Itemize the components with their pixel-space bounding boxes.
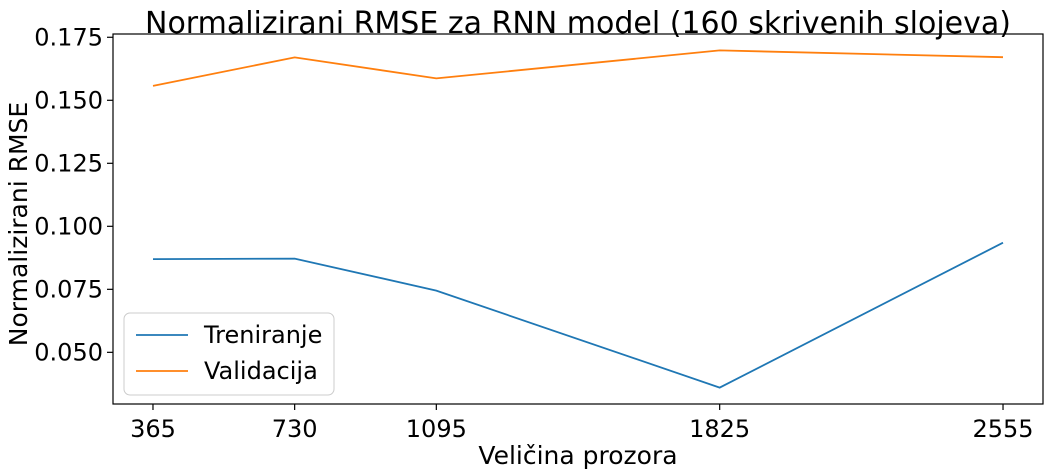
- y-tick-label: 0.100: [34, 212, 103, 240]
- y-tick-label: 0.175: [34, 23, 103, 51]
- y-tick-label: 0.125: [34, 149, 103, 177]
- series-line-treniranje: [152, 241, 1004, 389]
- x-tick-label: 1825: [689, 415, 750, 443]
- y-tick-label: 0.075: [34, 275, 103, 303]
- x-axis-label: Veličina prozora: [478, 441, 677, 470]
- legend-label-validacija: Validacija: [204, 357, 318, 385]
- legend: Treniranje Validacija: [123, 312, 335, 396]
- y-axis: 0.050 0.075 0.100 0.125 0.150 0.175: [34, 23, 113, 366]
- legend-box: [123, 312, 335, 396]
- x-tick-label: 1095: [406, 415, 467, 443]
- x-tick-label: 730: [272, 415, 318, 443]
- series-lines: [152, 49, 1004, 389]
- chart-title: Normalizirani RMSE za RNN model (160 skr…: [145, 6, 1011, 41]
- x-tick-label: 2555: [972, 415, 1033, 443]
- legend-label-treniranje: Treniranje: [203, 321, 322, 349]
- y-axis-label: Normalizirani RMSE: [4, 102, 33, 346]
- x-axis: 365 730 1095 1825 2555: [130, 404, 1034, 443]
- plot-area: 365 730 1095 1825 2555 0.0500.0750.1000.1250…: [34, 23, 1044, 443]
- y-tick-label: 0.150: [34, 86, 103, 114]
- x-tick-label: 365: [130, 415, 176, 443]
- series-line-validacija: [152, 49, 1004, 87]
- plot-frame: [112, 33, 1044, 405]
- y-tick-label: 0.050: [34, 338, 103, 366]
